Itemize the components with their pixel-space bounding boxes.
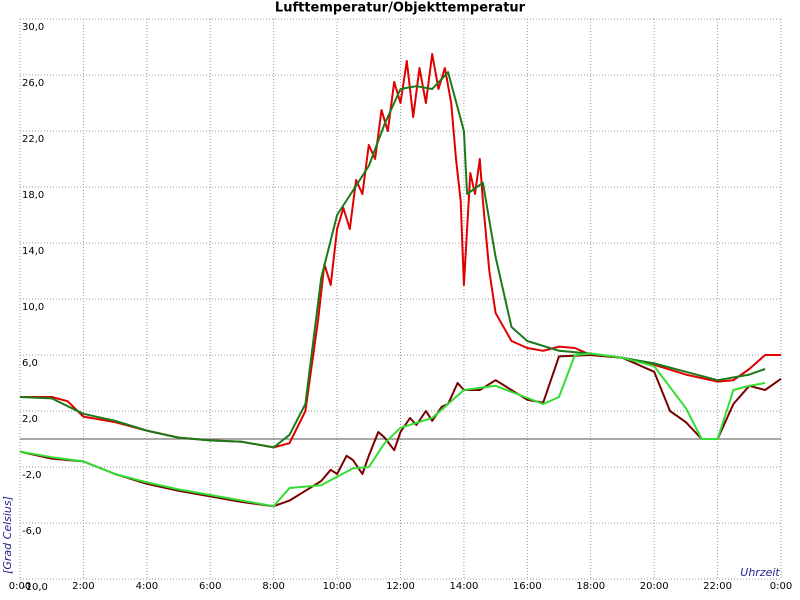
x-tick-label: 22:00: [703, 581, 732, 592]
x-tick-label: 16:00: [513, 581, 542, 592]
x-tick-label: 18:00: [576, 581, 605, 592]
x-tick-label: 0:00: [9, 581, 31, 592]
y-tick-label: 6,0: [22, 358, 38, 369]
y-tick-label: 30,0: [22, 22, 44, 33]
y-tick-label: -2,0: [22, 470, 42, 481]
y-tick-label: 10,0: [22, 302, 44, 313]
y-tick-label: 18,0: [22, 190, 44, 201]
chart-title: Lufttemperatur/Objekttemperatur: [275, 1, 526, 16]
x-tick-label: 12:00: [386, 581, 415, 592]
x-tick-label: 0:00: [770, 581, 792, 592]
series-line: [20, 53, 781, 449]
y-tick-label: 14,0: [22, 246, 44, 257]
x-tick-label: 2:00: [72, 581, 94, 592]
y-tick-label: 26,0: [22, 78, 44, 89]
y-tick-label: -6,0: [22, 526, 42, 537]
series-line: [19, 352, 766, 508]
x-tick-label: 8:00: [262, 581, 284, 592]
x-tick-label: 20:00: [640, 581, 669, 592]
x-tick-label: 4:00: [136, 581, 158, 592]
y-tick-label: -10,0: [22, 582, 48, 593]
x-axis-label: Uhrzeit: [740, 566, 780, 579]
x-tick-label: 6:00: [199, 581, 221, 592]
y-axis-label: [Grad Celsius]: [1, 496, 14, 574]
x-tick-label: 14:00: [450, 581, 479, 592]
x-tick-label: 10:00: [323, 581, 352, 592]
y-tick-label: 22,0: [22, 134, 44, 145]
y-tick-label: 2,0: [22, 414, 38, 425]
